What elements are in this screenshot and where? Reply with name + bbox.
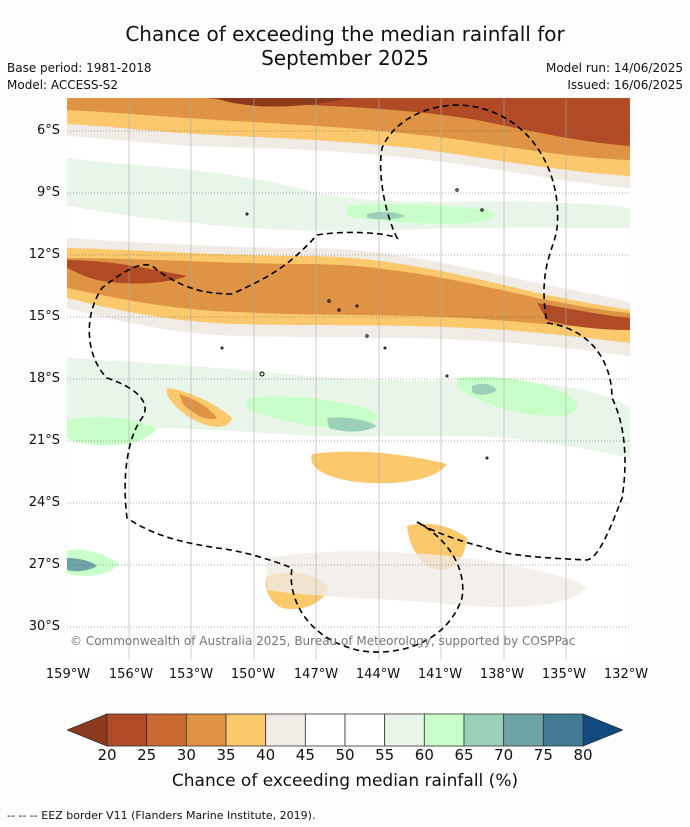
- colorbar-cell: [106, 713, 148, 747]
- colorbar-tick-label: 55: [375, 746, 395, 764]
- wet-core-east: [472, 383, 497, 395]
- dry-patch-152w-core: [179, 394, 217, 420]
- colorbar-extend-low: [67, 713, 108, 747]
- colorbar-tick-label: 60: [414, 746, 434, 764]
- colorbar: [67, 713, 623, 747]
- wet-core-sw: [67, 558, 97, 572]
- colorbar-cell: [542, 713, 584, 747]
- wet-core-north: [367, 211, 405, 220]
- wet-patch-west: [67, 416, 157, 446]
- colorbar-cell: [384, 713, 425, 747]
- base-period: Base period: 1981-2018: [7, 61, 152, 75]
- islands: [220, 188, 489, 460]
- dry-band-mid-30: [67, 258, 630, 330]
- lat-label: 6°S: [36, 123, 60, 138]
- lat-label: 12°S: [28, 247, 60, 262]
- colorbar-cell: [185, 713, 227, 747]
- lon-label: 159°W: [45, 667, 91, 682]
- colorbar-cell: [344, 713, 386, 747]
- lat-label: 30°S: [28, 619, 60, 634]
- colorbar-extend-high: [582, 713, 623, 747]
- colorbar-tick-label: 40: [256, 746, 276, 764]
- graticule: [67, 130, 630, 628]
- lat-label: 21°S: [28, 433, 60, 448]
- lon-label: 147°W: [293, 667, 339, 682]
- colorbar-cells: [67, 713, 623, 747]
- wet-core-center: [327, 417, 377, 432]
- colorbar-cell: [146, 713, 187, 747]
- map-title: Chance of exceeding the median rainfall …: [0, 22, 690, 70]
- lon-label: 153°W: [168, 667, 214, 682]
- lon-label: 144°W: [355, 667, 401, 682]
- colorbar-tick-label: 80: [573, 746, 593, 764]
- lat-label: 15°S: [28, 309, 60, 324]
- model-name: Model: ACCESS-S2: [7, 78, 119, 92]
- colorbar-tick-label: 45: [295, 746, 315, 764]
- copyright-text: © Commonwealth of Australia 2025, Bureau…: [70, 634, 576, 648]
- eez-legend: -- -- -- EEZ border V11 (Flanders Marine…: [7, 809, 316, 822]
- lat-label: 27°S: [28, 557, 60, 572]
- colorbar-tick-label: 50: [335, 746, 355, 764]
- colorbar-cell: [423, 713, 465, 747]
- dry-band-mid-25: [67, 260, 187, 284]
- lon-label: 135°W: [541, 667, 587, 682]
- colorbar-tick-label: 25: [137, 746, 157, 764]
- meta-left: Base period: 1981-2018 Model: ACCESS-S2: [7, 60, 152, 94]
- colorbar-cell: [304, 713, 346, 747]
- dry-band-top-20: [217, 98, 347, 107]
- lon-label: 150°W: [230, 667, 276, 682]
- lon-label: 132°W: [603, 667, 649, 682]
- lon-label: 156°W: [108, 667, 154, 682]
- lon-label: 138°W: [479, 667, 525, 682]
- title-line-1: Chance of exceeding the median rainfall …: [125, 22, 565, 46]
- colorbar-tick-label: 20: [97, 746, 117, 764]
- lat-label: 24°S: [28, 495, 60, 510]
- colorbar-tick-label: 70: [494, 746, 514, 764]
- colorbar-cell: [265, 713, 306, 747]
- meta-right: Model run: 14/06/2025 Issued: 16/06/2025: [546, 60, 683, 94]
- meridians: [128, 98, 567, 660]
- lat-label: 9°S: [36, 185, 60, 200]
- colorbar-cell: [225, 713, 267, 747]
- rainfall-map: [67, 98, 630, 660]
- colorbar-tick-label: 35: [216, 746, 236, 764]
- issued-date: Issued: 16/06/2025: [567, 78, 683, 92]
- colorbar-tick-label: 65: [454, 746, 474, 764]
- eez-border: [88, 104, 626, 653]
- colorbar-cell: [503, 713, 544, 747]
- dry-band-mid-25-east: [537, 303, 630, 330]
- lat-label: 18°S: [28, 371, 60, 386]
- colorbar-cell: [463, 713, 505, 747]
- colorbar-tick-label: 30: [176, 746, 196, 764]
- colorbar-label: Chance of exceeding median rainfall (%): [171, 771, 519, 791]
- lon-label: 141°W: [417, 667, 463, 682]
- colorbar-tick-label: 75: [533, 746, 553, 764]
- dry-band-top-25: [207, 98, 630, 146]
- model-run: Model run: 14/06/2025: [545, 61, 683, 75]
- title-line-2: September 2025: [261, 46, 429, 70]
